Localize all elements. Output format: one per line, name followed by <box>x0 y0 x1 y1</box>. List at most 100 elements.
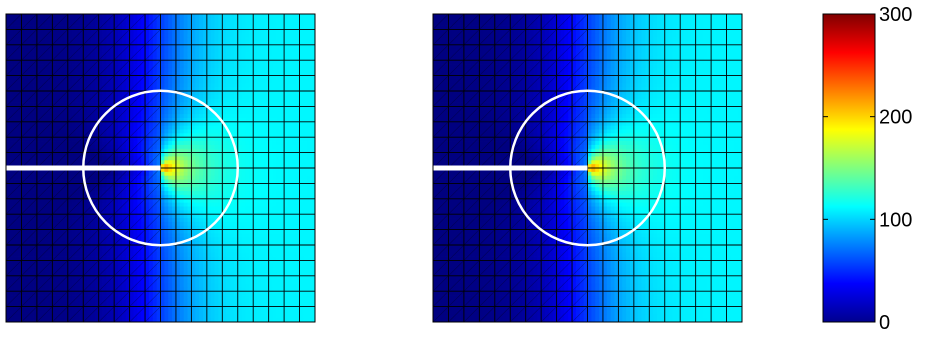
field-cell <box>276 175 281 180</box>
field-cell <box>237 144 243 150</box>
field-cell <box>145 87 150 92</box>
field-cell <box>60 191 65 196</box>
field-cell <box>106 33 111 38</box>
field-cell <box>195 117 200 123</box>
field-cell <box>75 98 80 103</box>
field-cell <box>241 141 246 146</box>
field-cell <box>83 33 88 38</box>
field-cell <box>94 198 100 204</box>
field-cell <box>210 21 215 26</box>
field-cell <box>183 102 188 107</box>
field-cell <box>133 148 138 153</box>
field-cell <box>249 225 254 230</box>
field-cell <box>268 60 273 65</box>
field-cell <box>9 245 15 250</box>
field-cell <box>60 87 65 92</box>
field-cell <box>44 75 49 80</box>
field-cell <box>94 40 100 46</box>
field-cell <box>102 67 107 73</box>
field-cell <box>257 229 262 234</box>
field-cell <box>56 110 61 115</box>
field-cell <box>44 148 49 153</box>
field-cell <box>106 156 111 161</box>
field-cell <box>230 25 235 30</box>
field-cell <box>299 48 304 53</box>
field-cell <box>172 60 177 65</box>
field-cell <box>67 248 73 254</box>
field-cell <box>17 60 22 65</box>
field-cell <box>63 21 69 26</box>
field-cell <box>129 106 134 111</box>
field-cell <box>245 225 250 230</box>
field-cell <box>17 121 22 127</box>
field-cell <box>187 56 192 61</box>
field-cell <box>241 60 246 65</box>
field-cell <box>260 121 266 127</box>
field-cell <box>260 164 266 169</box>
field-cell <box>284 87 289 92</box>
field-cell <box>291 29 297 34</box>
field-cell <box>241 175 246 180</box>
field-cell <box>83 102 88 107</box>
field-cell <box>137 129 142 134</box>
field-cell <box>195 44 200 50</box>
field-cell <box>183 14 188 19</box>
field-cell <box>253 94 258 100</box>
field-cell <box>6 52 11 57</box>
field-cell <box>249 137 254 142</box>
field-cell <box>63 152 69 157</box>
field-cell <box>210 33 215 38</box>
field-cell <box>40 21 46 26</box>
field-cell <box>6 194 11 200</box>
field-cell <box>17 75 22 80</box>
field-cell <box>187 14 192 19</box>
field-cell <box>291 79 297 84</box>
field-cell <box>87 33 92 38</box>
field-cell <box>90 25 96 30</box>
field-cell <box>311 187 316 192</box>
field-cell <box>226 168 231 173</box>
field-cell <box>257 198 262 204</box>
field-cell <box>245 40 250 46</box>
field-cell <box>183 25 188 30</box>
field-cell <box>210 229 215 234</box>
field-cell <box>137 40 142 46</box>
field-cell <box>280 225 285 230</box>
field-cell <box>179 198 185 204</box>
field-cell <box>125 67 130 73</box>
field-cell <box>233 171 239 177</box>
field-cell <box>268 133 273 138</box>
field-cell <box>33 33 38 38</box>
field-cell <box>25 133 30 138</box>
field-cell <box>79 125 84 130</box>
field-cell <box>110 198 115 204</box>
field-cell <box>148 225 154 230</box>
field-cell <box>160 71 165 76</box>
field-cell <box>156 79 161 84</box>
field-cell <box>280 241 285 246</box>
field-cell <box>152 40 158 46</box>
field-cell <box>121 117 127 123</box>
field-cell <box>125 241 130 246</box>
field-cell <box>71 33 76 38</box>
field-cell <box>276 67 281 73</box>
field-cell <box>226 237 231 242</box>
field-cell <box>129 198 134 204</box>
field-cell <box>272 121 277 127</box>
field-cell <box>102 141 107 146</box>
field-cell <box>21 114 26 119</box>
field-cell <box>60 206 65 211</box>
field-cell <box>210 206 215 211</box>
field-cell <box>199 171 204 177</box>
field-cell <box>36 191 42 196</box>
field-cell <box>83 191 88 196</box>
field-cell <box>129 152 134 157</box>
field-cell <box>230 125 235 130</box>
field-cell <box>164 125 169 130</box>
field-cell <box>6 121 11 127</box>
field-cell <box>44 156 49 161</box>
field-cell <box>222 56 227 61</box>
field-cell <box>253 21 258 26</box>
field-cell <box>202 198 208 204</box>
field-cell <box>183 214 188 219</box>
